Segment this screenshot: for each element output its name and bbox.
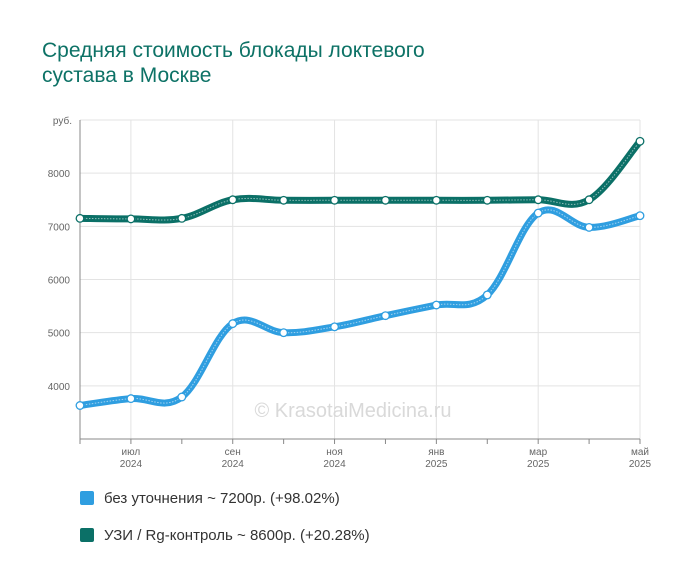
x-tick-label-month: май	[631, 447, 649, 458]
chart-title-line-2: сустава в Москве	[42, 64, 212, 87]
data-point	[584, 195, 594, 205]
data-point	[228, 195, 238, 205]
data-points	[75, 136, 645, 410]
x-tick-label-year: 2024	[120, 459, 143, 470]
data-point	[177, 213, 187, 223]
data-point	[381, 195, 390, 205]
y-tick-label: 6000	[48, 276, 71, 287]
x-tick-label-month: июл	[122, 447, 141, 458]
data-point	[279, 195, 289, 205]
x-tick-label-year: 2025	[527, 459, 550, 470]
y-tick-label: 4000	[48, 382, 71, 393]
data-point	[635, 211, 645, 221]
y-tick-label: 5000	[48, 329, 71, 340]
y-axis-label: руб.	[53, 115, 72, 127]
data-point	[330, 195, 339, 205]
x-tick-label-month: янв	[428, 447, 444, 458]
x-tick-label-year: 2025	[425, 459, 448, 470]
data-point	[279, 328, 289, 338]
chart-title: Средняя стоимость блокады локтевого суст…	[42, 38, 602, 88]
data-point	[482, 195, 492, 205]
data-point	[126, 214, 136, 224]
legend-label: УЗИ / Rg-контроль ~ 8600р. (+20.28%)	[104, 526, 370, 544]
legend-item-no-spec[interactable]: без уточнения ~ 7200р. (+98.02%)	[80, 488, 370, 508]
x-tick-label-year: 2024	[323, 459, 346, 470]
data-point	[482, 290, 492, 300]
legend-swatch	[80, 491, 94, 505]
axes: 40005000600070008000руб.июл2024сен2024но…	[48, 115, 652, 470]
y-tick-label: 8000	[48, 169, 71, 180]
watermark: © KrasotaiMedicina.ru	[254, 400, 451, 422]
data-point	[431, 300, 441, 310]
data-point	[177, 392, 187, 402]
y-tick-label: 7000	[48, 222, 71, 233]
series-line-texture	[79, 140, 641, 221]
chart-title-line-1: Средняя стоимость блокады локтевого	[42, 39, 425, 62]
data-point	[635, 136, 645, 146]
data-point	[584, 222, 594, 232]
data-point	[533, 208, 543, 218]
x-tick-label-month: ноя	[326, 447, 343, 458]
grid	[80, 119, 641, 439]
data-point	[330, 322, 339, 332]
legend-swatch	[80, 528, 94, 542]
data-point	[75, 213, 85, 223]
series-lines	[76, 137, 644, 410]
x-tick-label-year: 2024	[222, 459, 245, 470]
data-point	[533, 195, 543, 205]
data-point	[381, 311, 390, 321]
x-tick-label-year: 2025	[629, 459, 652, 470]
legend-label: без уточнения ~ 7200р. (+98.02%)	[104, 489, 340, 507]
legend-item-uzi-rg[interactable]: УЗИ / Rg-контроль ~ 8600р. (+20.28%)	[80, 525, 370, 545]
data-point	[431, 195, 441, 205]
x-tick-label-month: сен	[225, 447, 241, 458]
data-point	[126, 394, 136, 404]
data-point	[228, 319, 238, 329]
series-line-texture	[79, 209, 641, 407]
x-tick-label-month: мар	[529, 447, 547, 458]
legend: без уточнения ~ 7200р. (+98.02%) УЗИ / R…	[80, 488, 370, 562]
data-point	[75, 401, 85, 410]
series-line	[76, 206, 644, 410]
